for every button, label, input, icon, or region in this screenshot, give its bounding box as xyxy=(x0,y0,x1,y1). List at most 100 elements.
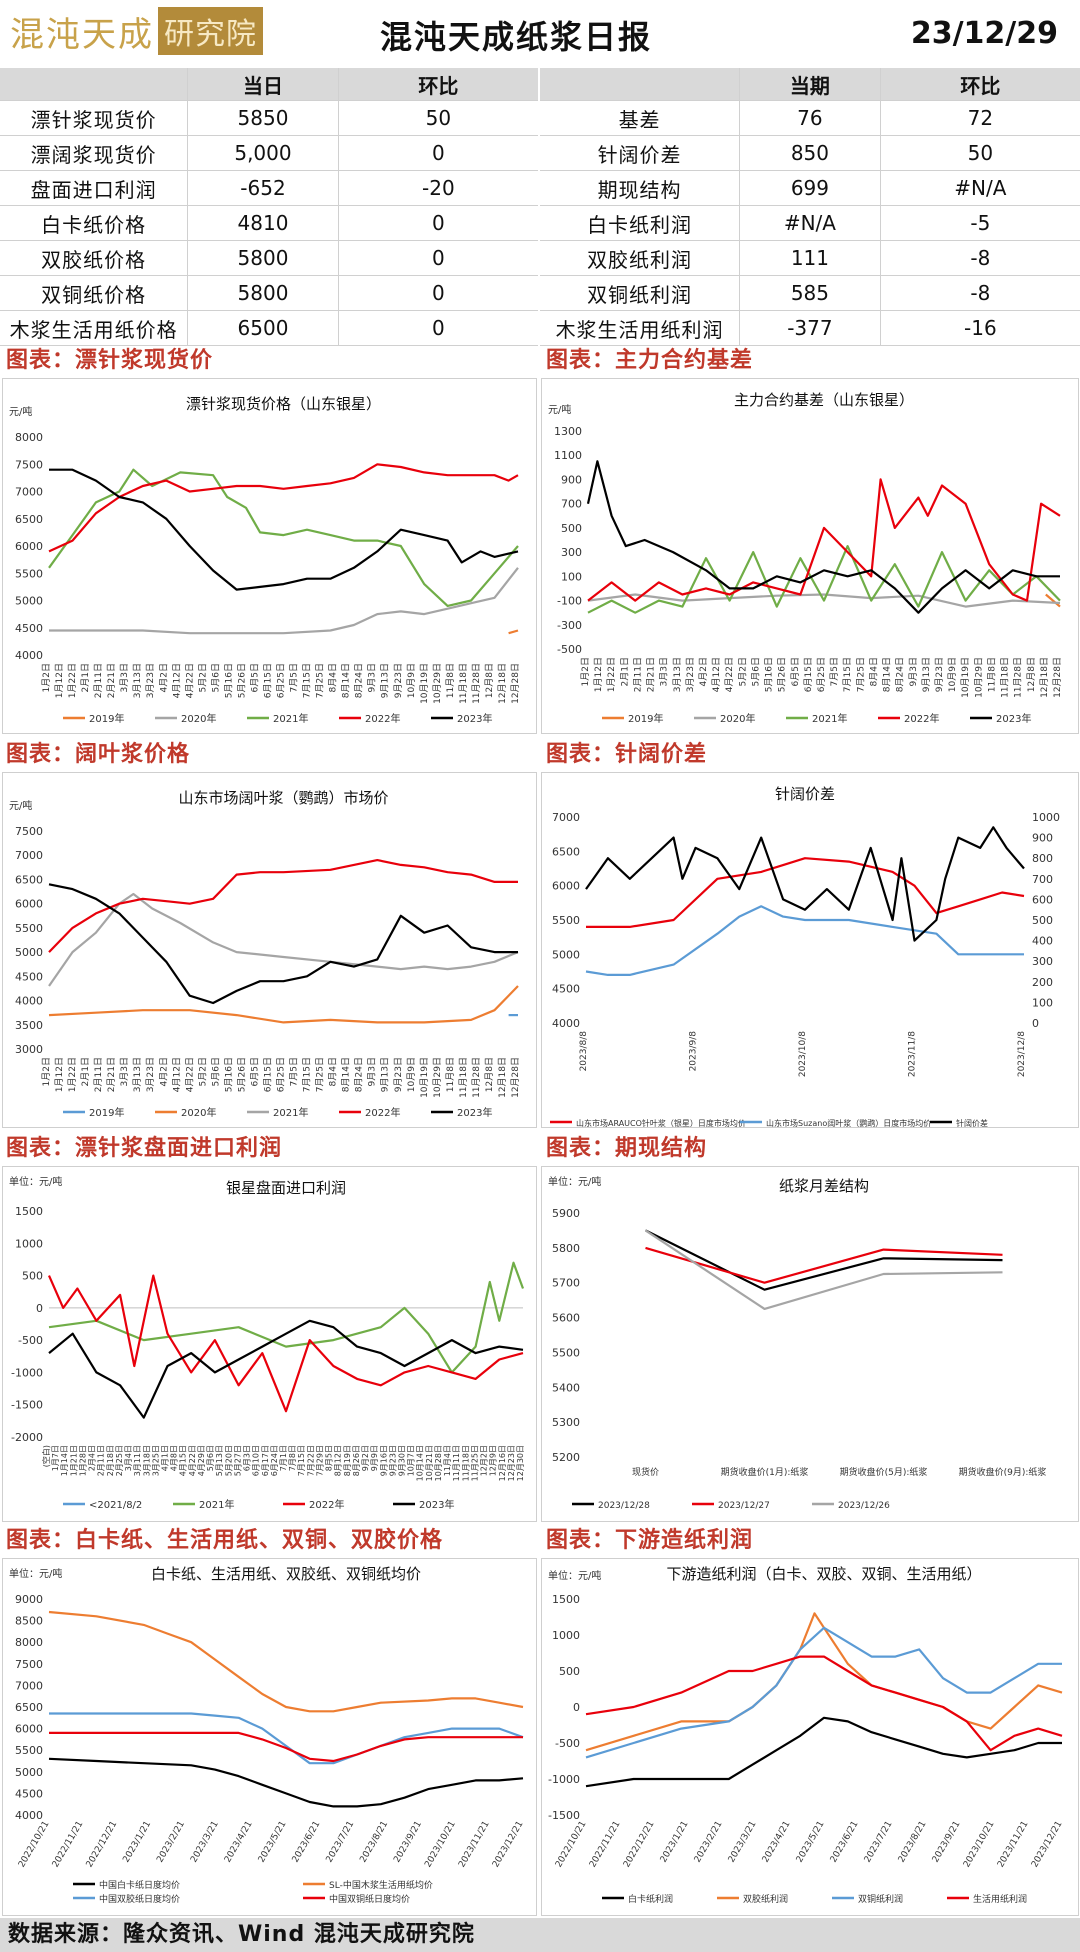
x-tick-label: 2月21日 xyxy=(106,1057,117,1092)
y-tick-label: 4000 xyxy=(15,649,43,662)
y-tick-label: 7000 xyxy=(15,486,43,499)
section-title-import-profit: 图表：漂针浆盘面进口利润 xyxy=(6,1136,283,1161)
x-tick-label: 1月28日 xyxy=(78,1445,87,1476)
y-tick-label: 8500 xyxy=(15,1615,43,1628)
x-tick-label: 5月26日 xyxy=(236,1057,247,1092)
x-tick-label: 1月7日 xyxy=(51,1445,60,1471)
x-tick-label: 8月24日 xyxy=(895,657,906,692)
y-unit-label: 单位：元/吨 xyxy=(548,1175,601,1188)
y-tick-label: -1500 xyxy=(11,1399,43,1412)
y-tick-label: 300 xyxy=(561,546,582,559)
x-tick-label: 7月25日 xyxy=(315,663,326,698)
y-tick-label: 1000 xyxy=(552,1629,580,1642)
legend-label: 2020年 xyxy=(181,1106,216,1119)
y-tick-label: 0 xyxy=(36,1302,43,1315)
y-tick-label: 5900 xyxy=(552,1207,580,1220)
x-tick-label: 2月11日 xyxy=(632,657,643,692)
x-tick-label: 2022/12/21 xyxy=(85,1820,120,1870)
chart-title: 银星盘面进口利润 xyxy=(226,1179,346,1197)
table-header-row: 当日 环比 xyxy=(0,68,538,101)
x-tick-label: 11月8日 xyxy=(445,663,456,698)
y-tick-label: 5000 xyxy=(15,946,43,959)
table-row: 漂针浆现货价 5850 50 xyxy=(0,100,538,136)
x-tick-label: 3月23日 xyxy=(685,657,696,692)
row-value: 4810 xyxy=(187,205,339,241)
x-tick-label: 2023/10/21 xyxy=(962,1820,997,1870)
x-tick-label: 5月26日 xyxy=(777,657,788,692)
series-line xyxy=(48,1261,525,1374)
chart-panel: 纸浆月差结构 单位：元/吨 5200 5300 5400 5500 5600 5700 5800… xyxy=(541,1166,1079,1522)
legend-label: 2022年 xyxy=(365,712,400,725)
row-value: 50 xyxy=(338,100,538,136)
legend-label: 2021年 xyxy=(273,1106,308,1119)
legend-label: 2019年 xyxy=(628,712,663,725)
x-tick-label: 2023/6/21 xyxy=(829,1820,861,1865)
row-label: 基差 xyxy=(540,100,741,136)
row-value: -377 xyxy=(739,310,881,346)
x-tick-label: 2023/5/21 xyxy=(257,1820,289,1865)
y-tick-label: 7000 xyxy=(15,1679,43,1692)
row-value: 0 xyxy=(338,310,538,346)
row-value: 585 xyxy=(739,275,881,311)
legend-label: 2019年 xyxy=(89,712,124,725)
row-value: 0 xyxy=(338,135,538,171)
x-tick-label: 7月25日 xyxy=(855,657,866,692)
chart-title: 纸浆月差结构 xyxy=(779,1177,869,1195)
y-tick-label: 7500 xyxy=(15,825,43,838)
x-tick-label: 4月2日 xyxy=(158,663,169,692)
y-tick-label: 5500 xyxy=(552,914,580,927)
x-tick-label: 7月5日 xyxy=(289,663,300,692)
x-tick-label: 10月19日 xyxy=(960,657,971,698)
table-row: 白卡纸利润 #N/A -5 xyxy=(540,205,1080,241)
basis-chart: 主力合约基差（山东银星） 元/吨 -500 -300 -100 100 300 500 700 9… xyxy=(548,391,1063,725)
row-label: 漂针浆现货价 xyxy=(0,100,189,136)
row-label: 白卡纸利润 xyxy=(540,205,741,241)
x-tick-label: 6月15日 xyxy=(262,1057,273,1092)
y-tick-label: 7000 xyxy=(15,849,43,862)
x-tick-label: 2月21日 xyxy=(646,657,657,692)
x-tick-label: 5月27日 xyxy=(233,1445,242,1476)
report-header: 混沌天成 研究院 混沌天成纸浆日报 23/12/29 xyxy=(0,0,1080,68)
y-tick-label: 5600 xyxy=(552,1312,580,1325)
series-line xyxy=(586,857,1025,928)
table-row: 期现结构 699 #N/A xyxy=(540,170,1080,206)
x-tick-label: 7月5日 xyxy=(829,657,840,686)
y-tick-label: 4500 xyxy=(15,970,43,983)
x-tick-label: 4月29日 xyxy=(197,1445,206,1476)
x-tick-label: 4月12日 xyxy=(171,1057,182,1092)
x-tick-label: 5月2日 xyxy=(197,1057,208,1086)
legend-label: 2023年 xyxy=(419,1498,454,1511)
series-line xyxy=(48,892,519,987)
y-tick-label: 4000 xyxy=(15,1809,43,1822)
x-tick-label: 8月19日 xyxy=(343,1445,352,1476)
x-tick-label: 12月9日 xyxy=(489,1445,498,1476)
y-tick-label: -500 xyxy=(555,1737,580,1750)
x-tick-label: 6月25日 xyxy=(276,1057,287,1092)
y2-tick-label: 300 xyxy=(1032,955,1053,968)
row-value: 5850 xyxy=(187,100,339,136)
row-value: #N/A xyxy=(739,205,881,241)
x-tick-label: 3月18日 xyxy=(142,1445,151,1476)
x-tick-label: 8月26日 xyxy=(352,1445,361,1476)
x-tick-label: 3月3日 xyxy=(119,663,130,692)
x-tick-label: 11月18日 xyxy=(458,1057,469,1098)
x-tick-label: 9月23日 xyxy=(934,657,945,692)
x-tick-label: 11月28日 xyxy=(1013,657,1024,698)
price-summary-table: 当日 环比 漂针浆现货价 5850 50 漂阔浆现货价 5,000 0 盘面进口利润 -652… xyxy=(0,68,538,346)
table-row: 双铜纸利润 585 -8 xyxy=(540,275,1080,311)
y-tick-label: -2000 xyxy=(11,1431,43,1444)
y-tick-label: -300 xyxy=(557,619,582,632)
x-tick-label: 11月18日 xyxy=(458,663,469,704)
series-line xyxy=(587,545,1061,614)
series-line xyxy=(49,468,519,591)
y-tick-label: 5500 xyxy=(15,1744,43,1757)
x-tick-label: 10月9日 xyxy=(406,1057,417,1092)
logo-text: 混沌天成 xyxy=(10,14,154,55)
row-value: -16 xyxy=(880,310,1080,346)
x-tick-label: 1月22日 xyxy=(67,663,78,698)
row-value: 850 xyxy=(739,135,881,171)
x-tick-label: 11月18日 xyxy=(1000,657,1011,698)
x-category-label: 期货收盘价(5月):纸浆 xyxy=(840,1466,928,1478)
x-tick-label: 7月15日 xyxy=(842,657,853,692)
y-tick-label: 1300 xyxy=(554,425,582,438)
